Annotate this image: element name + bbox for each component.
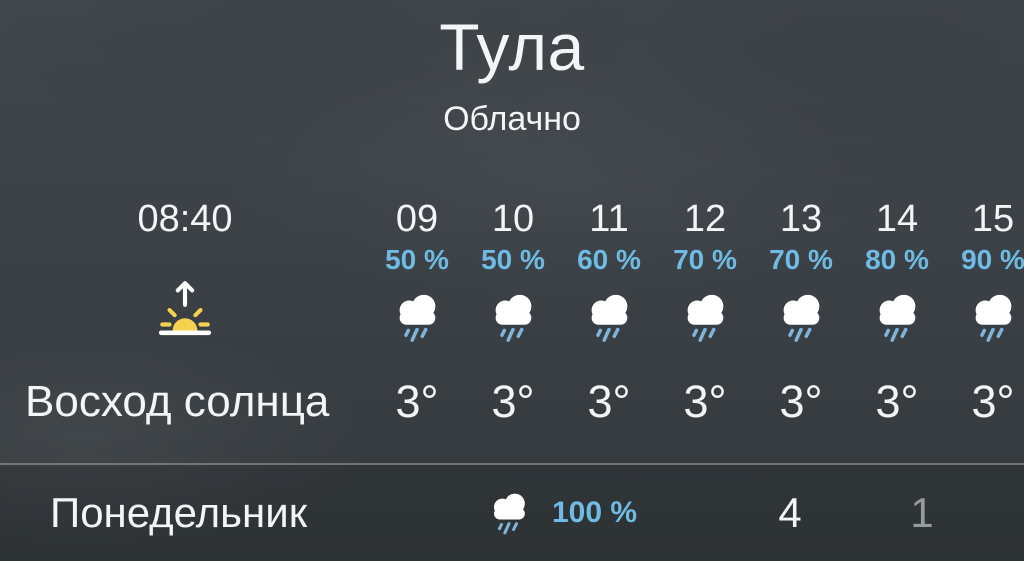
hour-column[interactable]: 12 70 % 3° (657, 0, 753, 561)
condition-text: Облачно (443, 100, 581, 138)
hour-label: 10 (491, 198, 535, 240)
rain-cloud-icon (484, 487, 534, 542)
rain-cloud-icon (465, 287, 561, 350)
daily-precip-probability: 100 % (552, 496, 638, 529)
precip-probability: 70 % (769, 244, 833, 275)
rain-cloud-icon (849, 287, 945, 350)
hour-column[interactable]: 10 50 % 3° (465, 0, 561, 561)
rain-cloud-icon (369, 287, 465, 350)
day-name: Понедельник (50, 489, 308, 536)
precip-probability: 80 % (865, 244, 929, 275)
hour-label: 13 (779, 198, 823, 240)
rain-cloud-icon (753, 287, 849, 350)
hour-column[interactable]: 14 80 % 3° (849, 0, 945, 561)
sunrise-label: Восход солнца (25, 377, 330, 426)
sunrise-icon (150, 278, 220, 345)
hour-label: 09 (395, 198, 439, 240)
precip-probability: 50 % (385, 244, 449, 275)
rain-cloud-icon (657, 287, 753, 350)
hour-label: 14 (875, 198, 919, 240)
hour-column[interactable]: 09 50 % 3° (369, 0, 465, 561)
sunrise-time: 08:40 (137, 198, 233, 240)
hour-column[interactable]: 15 90 % 3° (945, 0, 1024, 561)
daily-low-temp: 1 (910, 489, 934, 536)
precip-probability: 50 % (481, 244, 545, 275)
hour-label: 11 (589, 198, 629, 240)
hour-column[interactable]: 11 60 % 3° (561, 0, 657, 561)
precip-probability: 70 % (673, 244, 737, 275)
daily-high-temp: 4 (778, 489, 802, 536)
hour-temperature: 3° (491, 376, 535, 427)
hour-temperature: 3° (971, 376, 1015, 427)
hour-column[interactable]: 13 70 % 3° (753, 0, 849, 561)
rain-cloud-icon (561, 287, 657, 350)
daily-forecast-row[interactable]: Понедельник 100 % 4 1 (0, 463, 1024, 561)
hour-label: 12 (683, 198, 727, 240)
hour-label: 15 (971, 198, 1015, 240)
precip-probability: 60 % (577, 244, 641, 275)
city-name: Тула (439, 10, 585, 84)
location-header: Тула Облачно (0, 0, 1024, 138)
hour-temperature: 3° (395, 376, 439, 427)
hour-temperature: 3° (683, 376, 727, 427)
hour-temperature: 3° (587, 376, 631, 427)
hour-temperature: 3° (875, 376, 919, 427)
precip-probability: 90 % (961, 244, 1024, 275)
hour-temperature: 3° (779, 376, 823, 427)
rain-cloud-icon (945, 287, 1024, 350)
